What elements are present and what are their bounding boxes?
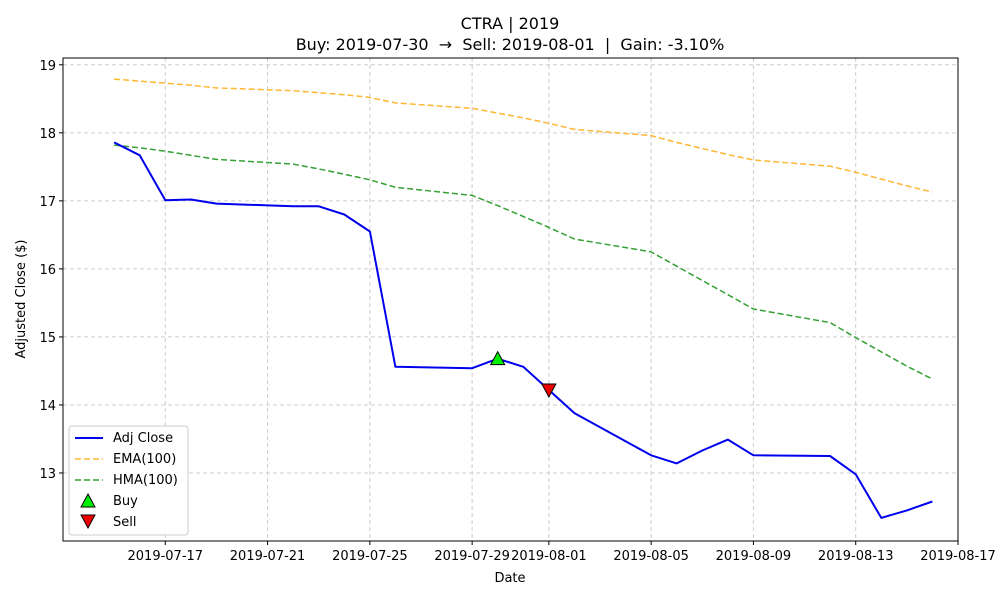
y-axis-label: Adjusted Close ($) [14, 240, 29, 359]
y-tick-label: 13 [39, 467, 56, 482]
legend-label-adj-close: Adj Close [113, 431, 173, 446]
legend-label-buy: Buy [113, 494, 138, 509]
sell-marker [541, 383, 557, 399]
series-line-ema-100 [114, 78, 933, 193]
legend-label-hma: HMA(100) [113, 473, 178, 488]
x-axis-label: Date [494, 571, 525, 586]
x-tick-label: 2019-08-05 [613, 549, 689, 564]
x-tick-label: 2019-07-17 [128, 549, 204, 564]
x-tick-label: 2019-07-25 [332, 549, 408, 564]
series-line-adj-close [113, 141, 933, 519]
x-tick-label: 2019-08-13 [818, 549, 894, 564]
x-tick-label: 2019-07-29 [434, 549, 510, 564]
legend-sell-marker [80, 514, 96, 530]
legend-buy-marker [80, 492, 96, 508]
x-tick-label: 2019-07-21 [230, 549, 306, 564]
trade-markers [489, 350, 557, 399]
x-tick-label: 2019-08-01 [511, 549, 587, 564]
y-axis-ticks: 13 14 15 16 17 18 19 [39, 59, 63, 482]
y-tick-label: 15 [39, 331, 56, 346]
chart-title: CTRA | 2019 [461, 14, 560, 33]
series-group [113, 78, 933, 519]
chart-subtitle: Buy: 2019-07-30 → Sell: 2019-08-01 | Gai… [296, 35, 725, 54]
y-tick-label: 16 [39, 263, 56, 278]
legend-label-ema: EMA(100) [113, 452, 176, 467]
buy-marker [489, 350, 506, 366]
legend-box [68, 425, 189, 536]
plot-area-frame [62, 57, 959, 542]
x-tick-label: 2019-08-17 [920, 549, 996, 564]
y-tick-label: 19 [39, 59, 56, 74]
series-line-hma-100 [114, 144, 933, 380]
x-tick-label: 2019-08-09 [716, 549, 792, 564]
legend: Adj Close EMA(100) HMA(100) Buy Sell [68, 425, 189, 536]
y-tick-label: 18 [39, 127, 56, 142]
legend-label-sell: Sell [113, 515, 136, 530]
x-axis-ticks: 2019-07-17 2019-07-21 2019-07-25 2019-07-29… [128, 541, 996, 564]
y-tick-label: 14 [39, 399, 56, 414]
grid [63, 58, 959, 541]
y-tick-label: 17 [39, 195, 56, 210]
